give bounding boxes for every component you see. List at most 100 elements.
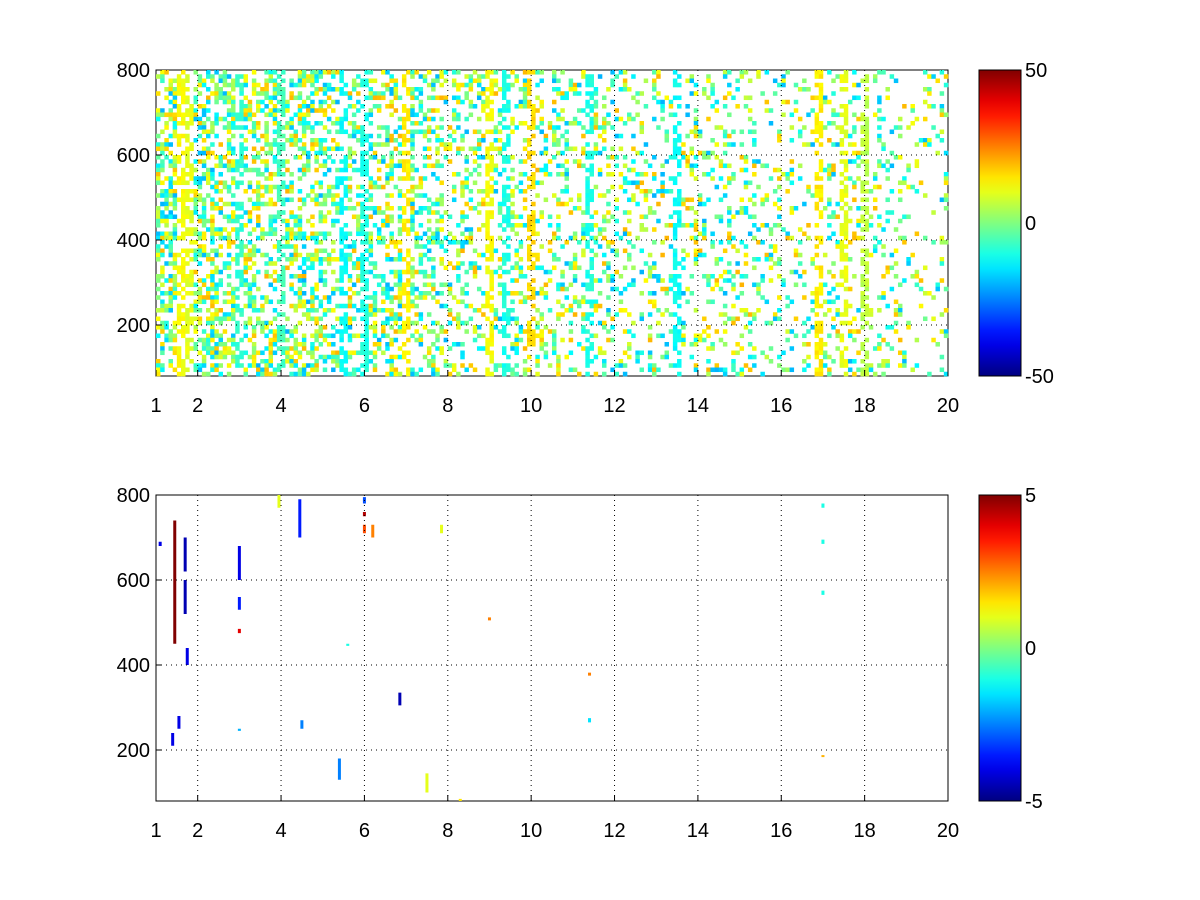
heatmap-cell xyxy=(314,337,319,343)
heatmap-cell xyxy=(764,193,770,198)
heatmap-cell xyxy=(752,235,757,241)
heatmap-cell xyxy=(864,354,870,360)
heatmap-cell xyxy=(256,316,261,322)
heatmap-cell xyxy=(314,359,319,364)
heatmap-cell xyxy=(468,206,474,211)
heatmap-cell xyxy=(247,299,253,305)
heatmap-cell xyxy=(310,286,315,292)
heatmap-cell xyxy=(585,286,590,292)
heatmap-cell xyxy=(481,108,486,113)
heatmap-cell xyxy=(543,325,549,330)
heatmap-cell xyxy=(902,214,907,220)
heatmap-cell xyxy=(856,155,861,160)
heatmap-cell xyxy=(356,278,361,283)
heatmap-cell xyxy=(543,172,549,177)
heatmap-cell xyxy=(697,231,703,237)
heatmap-cell xyxy=(864,116,870,122)
heatmap-cell xyxy=(435,74,440,79)
heatmap-cell xyxy=(339,320,344,326)
heatmap-cell xyxy=(777,274,782,279)
heatmap-cell xyxy=(814,116,820,122)
heatmap-cell xyxy=(885,342,890,347)
heatmap-cell xyxy=(289,184,294,190)
heatmap-cell xyxy=(506,320,511,326)
heatmap-cell xyxy=(702,91,707,96)
heatmap-cell xyxy=(185,87,190,92)
heatmap-cell xyxy=(818,240,824,245)
heatmap-cell xyxy=(297,95,303,101)
heatmap-cell xyxy=(347,274,353,279)
heatmap-cell xyxy=(293,95,299,101)
heatmap-cell xyxy=(297,70,303,75)
heatmap-cell xyxy=(372,354,378,360)
heatmap-cell xyxy=(689,129,695,135)
heatmap-cell xyxy=(810,129,815,135)
heatmap-cell xyxy=(231,167,236,173)
heatmap-cell xyxy=(476,346,482,351)
heatmap-cell xyxy=(456,274,461,279)
heatmap-cell xyxy=(843,265,849,271)
heatmap-cell xyxy=(401,329,407,334)
heatmap-cell xyxy=(702,231,707,237)
heatmap-cell xyxy=(843,223,849,228)
heatmap-cell xyxy=(518,180,524,186)
heatmap-cell xyxy=(597,278,603,283)
heatmap-cell xyxy=(539,286,544,292)
heatmap-cell xyxy=(276,346,282,351)
heatmap-cell xyxy=(531,150,536,156)
heatmap-cell xyxy=(364,316,369,322)
heatmap-cell xyxy=(785,367,790,373)
heatmap-cell xyxy=(385,295,390,300)
heatmap-cell xyxy=(181,235,186,241)
heatmap-cell xyxy=(585,104,590,109)
heatmap-cell xyxy=(510,129,515,135)
heatmap-cell xyxy=(160,269,165,275)
heatmap-cell xyxy=(564,142,569,147)
heatmap-cell xyxy=(218,278,223,283)
heatmap-cell xyxy=(843,269,849,275)
heatmap-cell xyxy=(193,346,198,351)
heatmap-cell xyxy=(731,95,736,101)
heatmap-cell xyxy=(431,329,436,334)
heatmap-cell xyxy=(922,138,928,143)
heatmap-cell xyxy=(339,265,344,271)
heatmap-cell xyxy=(476,286,482,292)
heatmap-cell xyxy=(447,312,453,317)
heatmap-cell xyxy=(510,210,515,215)
heatmap-cell xyxy=(602,129,607,135)
heatmap-cell xyxy=(672,223,678,228)
heatmap-cell xyxy=(201,150,207,156)
heatmap-cell xyxy=(239,150,244,156)
heatmap-cell xyxy=(472,248,478,254)
heatmap-cell xyxy=(364,189,369,194)
heatmap-cell xyxy=(293,291,299,296)
heatmap-cell xyxy=(239,116,244,122)
heatmap-cell xyxy=(281,142,286,147)
heatmap-cell xyxy=(243,367,249,373)
heatmap-cell xyxy=(668,189,674,194)
heatmap-cell xyxy=(506,210,511,215)
heatmap-cell xyxy=(639,189,645,194)
heatmap-cell xyxy=(351,167,357,173)
heatmap-cell xyxy=(468,261,474,266)
heatmap-cell xyxy=(393,269,399,275)
heatmap-cell xyxy=(664,133,670,139)
heatmap-cell xyxy=(831,299,836,305)
heatmap-cell xyxy=(397,176,403,181)
heatmap-cell xyxy=(664,189,670,194)
heatmap-cell xyxy=(843,70,849,75)
heatmap-cell xyxy=(260,172,265,177)
heatmap-cell xyxy=(464,95,469,101)
heatmap-cell xyxy=(835,308,840,313)
heatmap-cell xyxy=(460,363,465,368)
heatmap-cell xyxy=(251,129,257,135)
heatmap-cell xyxy=(235,261,240,266)
heatmap-cell xyxy=(939,329,945,334)
heatmap-cell xyxy=(881,116,886,122)
heatmap-cell xyxy=(760,278,765,283)
heatmap-cell xyxy=(172,325,178,330)
heatmap-cell xyxy=(768,108,774,113)
heatmap-cell xyxy=(860,299,865,305)
heatmap-cell xyxy=(331,291,336,296)
heatmap-cell xyxy=(260,91,265,96)
